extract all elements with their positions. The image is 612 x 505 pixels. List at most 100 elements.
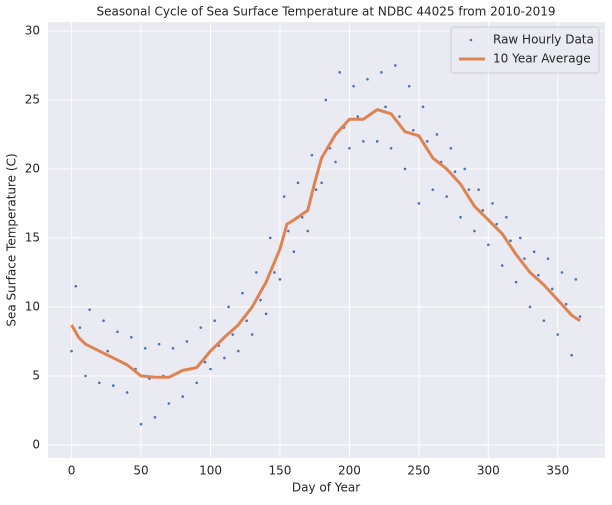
data-point	[481, 209, 485, 212]
data-point	[352, 84, 355, 88]
chart-title: Seasonal Cycle of Sea Surface Temperatur…	[96, 5, 555, 19]
data-point	[185, 340, 189, 343]
data-point	[473, 229, 476, 233]
data-point	[550, 287, 554, 291]
data-point	[255, 271, 258, 274]
data-point	[412, 129, 415, 132]
data-point	[125, 391, 129, 394]
data-point	[102, 319, 105, 323]
data-point	[181, 395, 185, 398]
data-point	[98, 381, 101, 385]
data-point	[407, 84, 411, 88]
data-point	[421, 105, 425, 109]
data-point	[241, 291, 244, 295]
data-point	[116, 330, 119, 334]
data-point	[143, 347, 147, 350]
data-point	[431, 188, 435, 191]
data-point	[203, 360, 207, 364]
data-point	[546, 257, 550, 260]
data-point	[393, 64, 397, 67]
data-point	[449, 146, 453, 150]
x-tick-label: 200	[338, 464, 361, 478]
data-point	[477, 188, 480, 191]
data-point	[435, 133, 439, 136]
data-point	[259, 298, 262, 302]
data-point	[348, 146, 351, 150]
data-point	[111, 384, 115, 387]
data-point	[223, 356, 226, 360]
y-axis-label: Sea Surface Temperature (C)	[5, 153, 19, 326]
legend-box	[450, 26, 600, 74]
x-tick-label: 150	[269, 464, 292, 478]
data-point	[282, 195, 286, 198]
data-point	[356, 115, 360, 118]
y-tick-label: 25	[25, 92, 40, 106]
data-point	[300, 215, 304, 219]
data-point	[560, 271, 564, 274]
data-point	[518, 236, 522, 240]
data-point	[74, 284, 78, 288]
data-point	[199, 326, 203, 329]
y-tick-label: 10	[25, 299, 40, 313]
data-point	[375, 140, 379, 143]
data-point	[167, 402, 171, 405]
data-point	[467, 188, 471, 191]
data-point	[324, 98, 328, 102]
data-point	[296, 181, 300, 185]
data-point	[509, 239, 512, 242]
x-tick-label: 0	[68, 464, 76, 478]
x-tick-label: 100	[199, 464, 222, 478]
y-tick-label: 15	[25, 230, 40, 244]
data-point	[213, 319, 216, 323]
data-point	[542, 319, 546, 323]
data-point	[245, 319, 248, 323]
legend-marker	[469, 38, 473, 42]
data-point	[523, 257, 526, 260]
data-point	[334, 160, 337, 164]
data-point	[500, 264, 504, 267]
data-point	[320, 181, 323, 185]
average-line	[70, 108, 581, 379]
data-point	[362, 140, 365, 143]
data-point	[453, 170, 457, 174]
plot-area	[48, 22, 605, 458]
data-point	[171, 347, 175, 350]
data-point	[425, 140, 429, 143]
data-point	[314, 188, 318, 191]
legend-label: Raw Hourly Data	[493, 33, 594, 47]
data-point	[403, 167, 407, 171]
data-point	[389, 146, 393, 150]
data-point	[556, 333, 560, 336]
data-point	[292, 250, 296, 254]
data-point	[139, 422, 143, 426]
y-tick-label: 5	[32, 368, 40, 382]
data-point	[366, 77, 369, 81]
data-point	[250, 333, 254, 336]
data-point	[106, 349, 110, 353]
legend: Raw Hourly Data 10 Year Average	[450, 26, 600, 74]
data-point	[495, 222, 498, 226]
data-point	[537, 273, 540, 277]
data-point	[514, 280, 518, 284]
data-point	[130, 335, 133, 339]
data-point	[463, 167, 467, 171]
data-point	[157, 342, 161, 346]
data-point	[78, 326, 82, 329]
data-point	[384, 105, 387, 109]
data-point	[491, 202, 494, 205]
data-point	[209, 367, 212, 371]
data-point	[278, 278, 282, 281]
x-tick-label: 250	[407, 464, 430, 478]
data-point	[380, 71, 383, 74]
data-point	[532, 250, 536, 254]
data-point	[564, 302, 568, 306]
data-point	[287, 229, 290, 233]
legend-label: 10 Year Average	[493, 52, 591, 66]
data-point	[231, 333, 235, 336]
data-point	[398, 115, 401, 118]
x-tick-label: 50	[133, 464, 148, 478]
data-point	[273, 271, 276, 274]
data-point	[306, 229, 310, 233]
data-point	[338, 71, 341, 74]
